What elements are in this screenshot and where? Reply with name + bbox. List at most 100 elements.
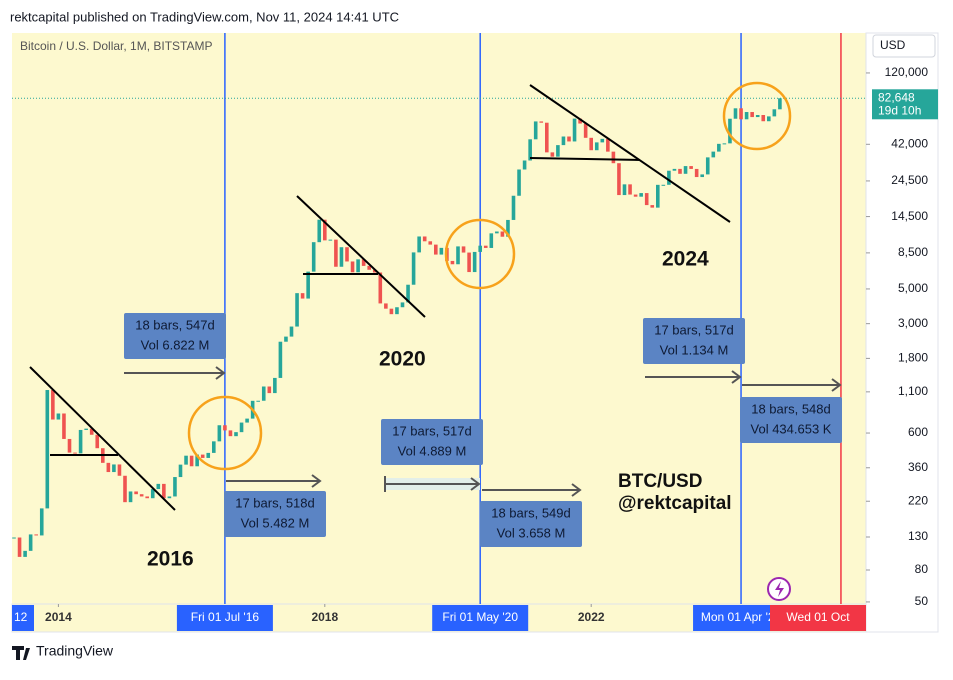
candle: [134, 491, 138, 495]
candle: [256, 400, 260, 402]
y-tick-label: 5,000: [898, 281, 928, 295]
x-tick-label: 2022: [578, 610, 605, 624]
candle: [483, 245, 488, 248]
time-badge: [432, 605, 529, 631]
y-tick-label: 80: [915, 562, 929, 576]
candle: [578, 118, 582, 124]
time-badge: [12, 605, 34, 631]
candle: [17, 537, 22, 557]
candle: [56, 413, 61, 420]
arrow: [384, 476, 481, 492]
candle: [434, 244, 438, 255]
candle: [289, 326, 294, 337]
y-tick-label: 130: [908, 529, 928, 543]
annotation-text: Vol 1.134 M: [660, 342, 729, 357]
candle: [284, 336, 288, 342]
candle: [184, 455, 188, 465]
currency-box: [872, 34, 936, 58]
annotation-text: Vol 4.889 M: [398, 443, 467, 458]
candle: [528, 139, 532, 161]
price-badge-countdown: 19d 10h: [878, 103, 921, 117]
candle: [51, 390, 55, 420]
header: rektcapital published on TradingView.com…: [10, 9, 399, 24]
chart-label: 2016: [147, 548, 194, 571]
candle: [239, 422, 244, 433]
candle: [428, 241, 433, 245]
y-tick-label: 50: [915, 594, 929, 608]
candle: [23, 550, 27, 557]
x-tick-label: 2018: [311, 610, 338, 624]
chart-label: BTC/USD: [618, 471, 702, 492]
candle: [323, 219, 327, 241]
candle: [295, 293, 299, 327]
candle: [672, 168, 677, 171]
candle: [317, 219, 322, 243]
annotation-box: [224, 491, 326, 537]
candle: [772, 109, 777, 117]
annotation-text: 17 bars, 517d: [392, 423, 472, 438]
candle: [245, 418, 249, 423]
candle: [78, 429, 83, 454]
candle: [334, 239, 338, 267]
candle: [128, 491, 133, 503]
annotation-box: [381, 419, 483, 465]
candle: [717, 143, 721, 152]
candle: [12, 537, 16, 539]
candle: [533, 121, 538, 140]
candle: [178, 464, 183, 478]
candle: [328, 239, 333, 241]
candle: [389, 308, 394, 315]
annotation-text: Vol 6.822 M: [141, 337, 210, 352]
x-tick-label: 2014: [45, 610, 72, 624]
candle: [356, 259, 360, 273]
candle: [450, 260, 455, 265]
icon-bolt: [775, 581, 784, 597]
candle: [439, 247, 444, 255]
candle: [156, 483, 161, 490]
arrow: [742, 378, 842, 392]
candle: [683, 166, 688, 174]
candle: [417, 236, 421, 253]
candle: [372, 269, 377, 273]
circle: [722, 81, 792, 151]
candle: [733, 108, 738, 119]
candle: [195, 454, 199, 467]
price-badge-label: 82,648: [878, 90, 915, 104]
y-tick-label: 220: [908, 493, 928, 507]
candle: [767, 116, 771, 122]
candle: [728, 118, 732, 144]
candle: [656, 184, 660, 208]
candle: [200, 454, 205, 458]
candle: [223, 425, 227, 431]
candle: [117, 464, 122, 476]
chart-label: @rektcapital: [618, 493, 732, 514]
highlights: [187, 81, 792, 471]
y-tick-label: 600: [908, 425, 928, 439]
candle: [661, 184, 666, 186]
candle: [761, 115, 766, 122]
candle: [594, 142, 599, 151]
annotation-text: 18 bars, 548d: [751, 401, 831, 416]
candle: [106, 462, 111, 473]
circle: [444, 218, 516, 290]
candle: [300, 293, 305, 299]
candle: [545, 122, 549, 153]
logo: [12, 646, 30, 660]
y-tick-label: 1,800: [898, 351, 928, 365]
candle: [600, 138, 605, 143]
candle: [378, 272, 383, 304]
candle: [228, 430, 233, 437]
candle: [711, 151, 716, 158]
time-badge-label: Fri 01 Jul '16: [191, 610, 260, 624]
annotation-box: [480, 501, 582, 547]
candle: [45, 390, 50, 509]
arrow: [645, 370, 742, 384]
y-tick-label: 360: [908, 460, 928, 474]
candle: [606, 138, 610, 152]
annotation-box: [740, 397, 842, 443]
price-badge: [872, 89, 938, 120]
candle: [150, 489, 155, 499]
candle: [589, 137, 593, 151]
candle: [206, 452, 211, 458]
